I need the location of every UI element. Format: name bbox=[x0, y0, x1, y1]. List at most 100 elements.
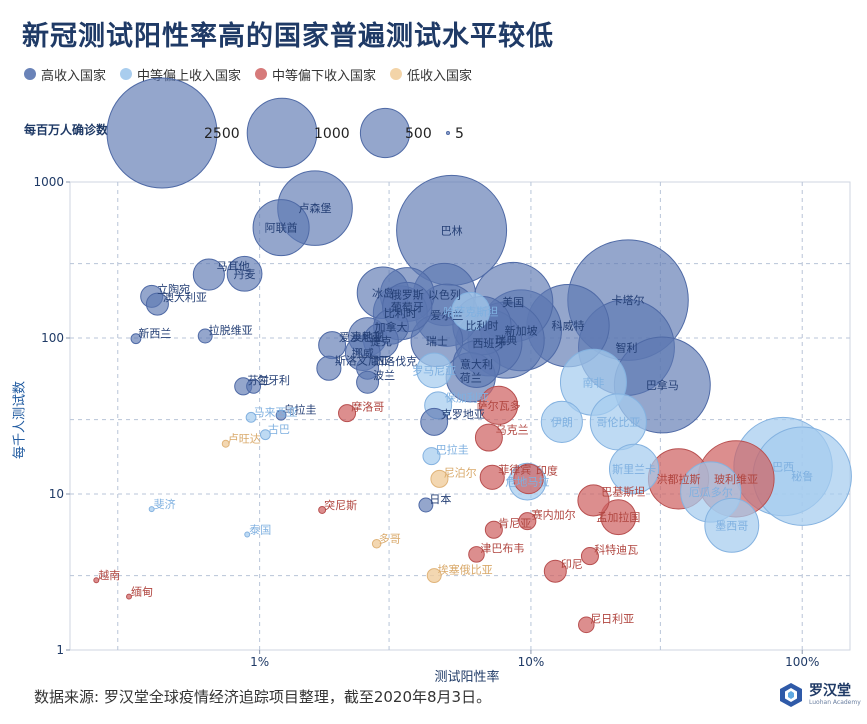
data-point-label: 巴西 bbox=[772, 461, 794, 474]
luohan-logo-icon bbox=[780, 683, 802, 707]
data-point-label: 巴拉圭 bbox=[436, 443, 469, 457]
data-point-label: 尼泊尔 bbox=[444, 466, 477, 479]
data-point-label: 玻利维亚 bbox=[714, 473, 758, 486]
data-point-bubble bbox=[479, 464, 505, 490]
data-point-label: 西班牙 bbox=[472, 337, 505, 350]
y-tick-label: 10 bbox=[49, 487, 64, 501]
data-point-bubble bbox=[145, 292, 169, 316]
data-point-label: 洪都拉斯 bbox=[657, 472, 701, 486]
data-point-label: 比利时 bbox=[384, 307, 417, 320]
data-point-label: 丹麦 bbox=[234, 268, 256, 281]
data-point-label: 哥伦比亚 bbox=[596, 415, 640, 429]
data-point-label: 哈萨克斯坦 bbox=[443, 304, 498, 318]
data-point-bubble bbox=[518, 512, 537, 531]
y-axis-label: 每千人测试数 bbox=[12, 380, 28, 460]
data-point-label: 拉脱维亚 bbox=[209, 323, 253, 337]
logo-name: 罗汉堂 bbox=[809, 683, 851, 699]
data-point-bubble bbox=[422, 447, 441, 466]
data-point-bubble bbox=[338, 404, 357, 423]
size-legend-bubble-5 bbox=[446, 131, 450, 135]
size-legend-bubble-2500 bbox=[106, 77, 218, 189]
data-point-label: 科特迪瓦 bbox=[594, 543, 638, 557]
data-point-bubble bbox=[221, 439, 230, 448]
data-point-label: 巴拿马 bbox=[646, 378, 679, 392]
data-point-label: 墨西哥 bbox=[715, 519, 748, 532]
data-point-bubble bbox=[452, 340, 501, 388]
data-point-label: 荷兰 bbox=[460, 371, 482, 384]
data-point-label: 危地马拉 bbox=[505, 475, 549, 489]
data-point-bubble bbox=[513, 463, 544, 495]
data-point-label: 萨尔瓦多 bbox=[477, 398, 521, 412]
data-point-label: 古巴 bbox=[268, 423, 290, 436]
data-point-label: 加拿大 bbox=[375, 320, 408, 334]
x-tick-label: 1% bbox=[250, 655, 269, 669]
data-point-bubble bbox=[252, 199, 310, 257]
data-point-bubble bbox=[451, 291, 491, 331]
bubbles bbox=[93, 170, 852, 634]
y-tick-label: 1 bbox=[56, 643, 64, 657]
data-point-label: 马来西亚 bbox=[254, 406, 298, 419]
data-point-label: 澳大利亚 bbox=[163, 290, 207, 304]
data-point-label: 比利时 bbox=[465, 320, 498, 333]
data-point-label: 乌克兰 bbox=[496, 423, 529, 437]
data-point-bubble bbox=[416, 352, 453, 389]
data-point-label: 斯里兰卡 bbox=[612, 463, 656, 476]
data-point-label: 挪威 bbox=[352, 346, 374, 360]
data-point-label: 美国 bbox=[502, 296, 524, 309]
data-point-bubble bbox=[704, 497, 760, 553]
data-point-bubble bbox=[244, 531, 251, 538]
data-point-label: 南非 bbox=[582, 376, 604, 389]
legend-label-lower-middle-income: 中等偏下收入国家 bbox=[272, 68, 377, 84]
size-legend-label-1000: 1000 bbox=[314, 126, 350, 142]
x-axis-label: 测试阳性率 bbox=[434, 670, 500, 685]
data-point-label: 罗马尼亚 bbox=[412, 364, 456, 377]
data-point-bubble bbox=[430, 469, 449, 488]
data-point-label: 意大利 bbox=[460, 357, 493, 371]
data-point-label: 斯洛文尼亚 bbox=[335, 354, 390, 368]
data-point-label: 卢旺达 bbox=[228, 433, 261, 446]
data-point-label: 秘鲁 bbox=[791, 469, 813, 483]
data-point-label: 瑞典 bbox=[495, 333, 517, 347]
data-point-label: 爱尔兰 bbox=[430, 309, 463, 322]
data-point-bubble bbox=[246, 378, 262, 394]
legend-swatch-lower-middle-income bbox=[255, 68, 268, 80]
data-point-bubble bbox=[245, 411, 257, 423]
data-point-label: 阿联酋 bbox=[265, 221, 298, 235]
data-point-label: 芬兰 bbox=[247, 374, 269, 387]
y-tick-label: 1000 bbox=[33, 175, 64, 189]
data-point-bubble bbox=[93, 577, 100, 584]
data-point-label: 泰国 bbox=[249, 523, 271, 537]
data-point-label: 波兰 bbox=[373, 369, 395, 382]
data-point-bubble bbox=[130, 333, 142, 345]
data-source-note: 数据来源: 罗汉堂全球疫情经济追踪项目整理，截至2020年8月3日。 bbox=[34, 688, 492, 706]
data-point-bubble bbox=[418, 497, 434, 513]
data-point-label: 葡萄牙 bbox=[391, 301, 424, 314]
data-point-label: 乌拉圭 bbox=[284, 403, 317, 417]
data-point-bubble bbox=[578, 616, 595, 634]
x-tick-label: 100% bbox=[785, 655, 819, 669]
y-tick-label: 100 bbox=[41, 331, 64, 345]
data-point-bubble bbox=[474, 423, 503, 452]
data-point-label: 爱沙尼亚 bbox=[339, 331, 383, 344]
data-point-label: 科威特 bbox=[552, 319, 585, 333]
data-point-label: 以色列 bbox=[428, 288, 461, 302]
size-legend-bubble-1000 bbox=[246, 97, 318, 169]
chart-title: 新冠测试阳性率高的国家普遍测试水平较低 bbox=[22, 21, 554, 52]
data-point-bubble bbox=[192, 258, 225, 291]
legend-label-low-income: 低收入国家 bbox=[407, 68, 473, 84]
data-point-label: 巴林 bbox=[441, 223, 463, 237]
data-point-bubble bbox=[608, 443, 660, 494]
data-point-bubble bbox=[580, 547, 599, 566]
data-point-label: 印度 bbox=[536, 463, 558, 477]
point-labels: 卢森堡阿联酋 巴林马耳他丹麦立陶宛澳大利亚 冰岛俄罗斯 以色列美国 卡塔尔葡萄牙比利时爱… bbox=[98, 201, 813, 625]
data-point-label: 津巴布韦 bbox=[480, 542, 524, 555]
size-legend-bubble-500 bbox=[359, 107, 411, 159]
data-point-bubble bbox=[577, 484, 610, 517]
data-point-bubble bbox=[259, 429, 271, 441]
data-point-bubble bbox=[356, 370, 380, 394]
size-legend-label-2500: 2500 bbox=[204, 126, 240, 142]
data-point-bubble bbox=[148, 506, 155, 513]
data-point-bubble bbox=[275, 409, 287, 421]
data-point-label: 伊朗 bbox=[551, 416, 573, 429]
